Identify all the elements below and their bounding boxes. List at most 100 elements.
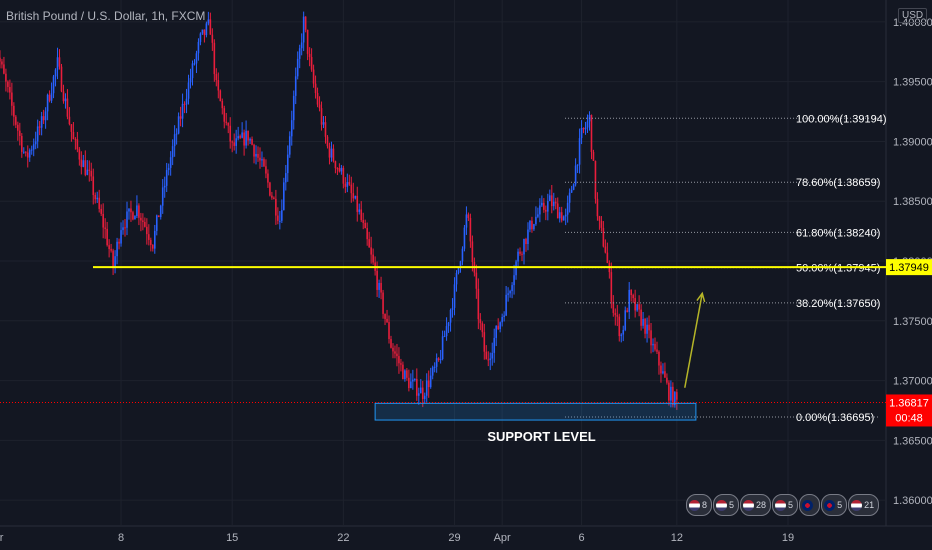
candle-body — [495, 325, 498, 338]
candle-body — [550, 195, 553, 207]
economic-event-badge[interactable] — [799, 494, 821, 516]
candle-body — [130, 208, 132, 213]
candle-body — [116, 241, 118, 257]
current-price-tag — [886, 394, 932, 427]
candle-body — [388, 322, 390, 339]
candle-body — [499, 322, 501, 330]
candle-body — [332, 148, 335, 162]
fib-level-label: 50.00%(1.37945) — [796, 263, 880, 275]
candle-body — [370, 247, 372, 255]
candle-body — [271, 195, 273, 198]
candle-body — [392, 347, 394, 352]
currency-badge[interactable]: USD — [898, 8, 928, 23]
candle-body — [36, 126, 39, 142]
candle-body — [211, 34, 214, 43]
candle-body — [626, 310, 629, 312]
candle-body — [82, 160, 85, 167]
projection-arrow-shaft — [684, 293, 703, 388]
candle-body — [368, 239, 370, 248]
candle-body — [58, 57, 61, 67]
candle-body — [616, 315, 619, 317]
economic-event-badge[interactable]: 28 — [740, 494, 772, 516]
candle-body — [112, 250, 114, 268]
candle-body — [517, 251, 519, 262]
price-tick-label: 1.39000 — [893, 136, 932, 148]
candle-body — [598, 216, 601, 221]
candle-body — [394, 351, 396, 354]
candle-body — [479, 319, 482, 324]
candle-body — [22, 151, 25, 153]
candle-body — [120, 230, 122, 244]
candle-body — [20, 136, 23, 152]
candle-body — [275, 198, 277, 216]
candle-body — [15, 116, 17, 125]
candle-body — [558, 212, 561, 219]
economic-event-badge[interactable]: 5 — [713, 494, 740, 516]
candle-body — [261, 159, 263, 161]
economic-events-strip[interactable]: 8 5 28 5 5 21 — [686, 494, 880, 516]
candle-body — [525, 238, 527, 245]
candle-body — [88, 169, 91, 171]
candle-body — [417, 393, 420, 396]
price-tick-label: 1.39500 — [893, 77, 932, 89]
candle-body — [594, 160, 597, 199]
candle-body — [443, 336, 446, 338]
candle-body — [283, 182, 285, 211]
candle-body — [118, 241, 120, 244]
candle-body — [576, 164, 579, 166]
candle-body — [169, 157, 172, 168]
time-axis[interactable]: Mar 8 15 22 29 Apr 6 12 19 — [0, 532, 794, 544]
uk-flag-icon — [802, 499, 814, 511]
economic-event-badge[interactable]: 21 — [848, 494, 880, 516]
candle-body — [336, 168, 339, 170]
symbol-title[interactable]: British Pound / U.S. Dollar, 1h, FXCM — [6, 9, 206, 23]
candle-body — [642, 318, 644, 326]
candle-body — [96, 197, 99, 200]
candle-body — [324, 122, 327, 137]
candle-body — [624, 310, 627, 330]
economic-event-badge[interactable]: 5 — [772, 494, 799, 516]
support-level-label: SUPPORT LEVEL — [487, 429, 595, 444]
fib-level-label: 61.80%(1.38240) — [796, 227, 880, 239]
candle-body — [668, 382, 670, 401]
candle-body — [485, 351, 488, 360]
candle-body — [545, 209, 547, 212]
candle-body — [676, 392, 678, 400]
candle-body — [247, 130, 249, 141]
us-flag-icon — [775, 499, 787, 511]
candle-body — [410, 381, 412, 389]
candle-body — [439, 358, 442, 360]
candle-body — [98, 197, 101, 209]
candle-body — [64, 98, 67, 102]
price-axis[interactable]: 1.400001.395001.390001.385001.380001.375… — [886, 17, 932, 507]
price-tick-label: 1.37000 — [893, 376, 932, 388]
time-tick-label: 15 — [226, 532, 238, 544]
candle-body — [582, 128, 585, 130]
time-tick-label: 12 — [671, 532, 683, 544]
candle-body — [529, 220, 531, 230]
candle-body — [445, 326, 448, 337]
candle-body — [239, 136, 241, 138]
economic-event-badge[interactable]: 8 — [686, 494, 713, 516]
fib-level-label: 38.20%(1.37650) — [796, 298, 880, 310]
candle-body — [596, 198, 599, 217]
candle-body — [646, 324, 648, 334]
candle-body — [574, 165, 577, 185]
candle-body — [233, 142, 235, 146]
candle-body — [562, 216, 565, 221]
candle-body — [263, 159, 265, 167]
candle-body — [556, 203, 559, 219]
candle-body — [560, 212, 563, 221]
candle-body — [269, 182, 271, 196]
candle-body — [475, 272, 478, 289]
candle-body — [76, 139, 79, 150]
candle-body — [235, 138, 237, 146]
candle-body — [187, 82, 190, 99]
candle-body — [146, 226, 148, 235]
economic-event-badge[interactable]: 5 — [821, 494, 848, 516]
candle-body — [52, 76, 55, 94]
candle-body — [86, 169, 89, 175]
candle-body — [398, 356, 400, 364]
candle-body — [348, 182, 351, 185]
